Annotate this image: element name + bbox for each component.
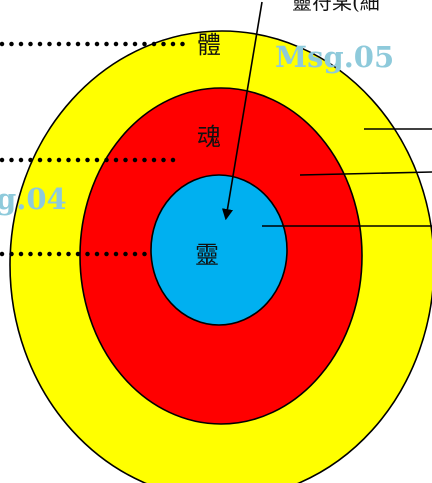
label-body: 體 [197,31,221,59]
arrow-to-spirit [221,1,263,221]
msg-04-label: g.04 [0,182,67,216]
top-caption: 靈符某(細 [292,0,380,14]
label-spirit: 靈 [195,241,219,269]
ring-spirit [150,174,288,326]
dotted-leaders [0,41,186,257]
label-soul: 魂 [197,123,221,151]
leader-line-soul [299,171,432,176]
msg-05-label: Msg.05 [275,40,394,74]
right-leaders [262,128,432,227]
